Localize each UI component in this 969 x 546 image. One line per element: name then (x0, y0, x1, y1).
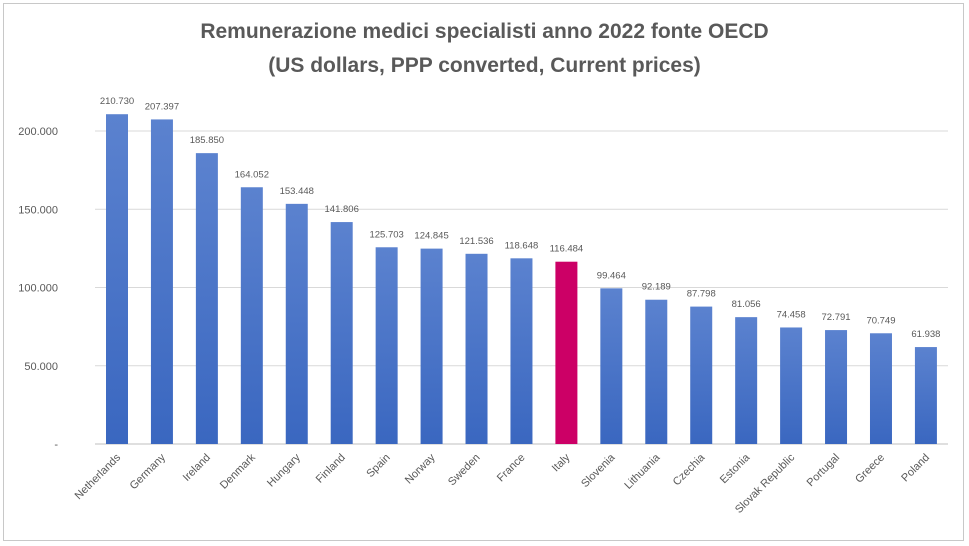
data-label: 87.798 (687, 289, 716, 300)
chart-frame (3, 3, 964, 541)
data-label: 92.189 (642, 282, 671, 293)
data-label: 61.938 (911, 329, 940, 340)
x-tick-label: Poland (899, 452, 932, 485)
data-label: 116.484 (550, 244, 584, 255)
x-tick-label: Slovenia (579, 451, 618, 490)
y-tick-label: 100.000 (18, 283, 58, 295)
data-label: 81.056 (732, 299, 761, 310)
x-tick-label: Estonia (718, 451, 753, 486)
x-tick-label: Hungary (265, 451, 303, 489)
bar-netherlands (106, 114, 128, 444)
bar-sweden (465, 253, 488, 444)
y-tick-label: - (54, 439, 58, 451)
data-label: 118.648 (505, 240, 539, 251)
data-label: 141.806 (325, 204, 359, 215)
bar-norway (420, 248, 443, 444)
bar-italy (555, 261, 578, 444)
bar-finland (330, 222, 353, 444)
y-tick-label: 50.000 (24, 361, 58, 373)
bar-hungary (285, 203, 308, 444)
x-tick-label: Netherlands (73, 451, 124, 502)
data-label: 72.791 (822, 312, 851, 323)
bar-portugal (825, 330, 848, 444)
bar-germany (150, 119, 173, 444)
x-tick-label: Germany (128, 451, 169, 492)
x-tick-label: Ireland (181, 452, 213, 484)
bar-france (510, 258, 533, 444)
data-label: 153.448 (280, 186, 314, 197)
x-tick-label: Italy (550, 451, 573, 474)
bar-slovenia (600, 288, 623, 444)
data-label: 124.845 (414, 231, 448, 242)
bar-lithuania (645, 299, 668, 444)
bar-poland (914, 347, 937, 444)
data-label: 125.703 (369, 229, 403, 240)
x-tick-label: Lithuania (622, 451, 663, 492)
data-label: 207.397 (145, 101, 179, 112)
x-tick-label: Czechia (671, 451, 708, 488)
bar-czechia (690, 306, 713, 444)
bar-estonia (735, 317, 758, 444)
data-label: 74.458 (777, 309, 806, 320)
data-label: 99.464 (597, 270, 626, 281)
bar-spain (375, 247, 398, 444)
data-label: 70.749 (866, 315, 895, 326)
data-label: 210.730 (100, 96, 134, 107)
data-label: 185.850 (190, 135, 224, 146)
x-tick-label: Sweden (446, 452, 483, 489)
y-tick-label: 200.000 (18, 126, 58, 138)
chart-subtitle: (US dollars, PPP converted, Current pric… (268, 54, 701, 77)
x-tick-label: Denmark (218, 451, 258, 491)
data-label: 121.536 (459, 236, 493, 247)
chart-title: Remunerazione medici specialisti anno 20… (200, 20, 769, 43)
bar-ireland (195, 153, 218, 444)
bar-slovak-republic (780, 327, 803, 444)
x-tick-label: Finland (314, 452, 348, 486)
bar-denmark (240, 187, 263, 445)
x-tick-label: Greece (853, 452, 887, 486)
x-tick-label: France (495, 452, 528, 485)
x-tick-label: Spain (364, 452, 392, 480)
x-tick-label: Portugal (805, 452, 842, 489)
data-label: 164.052 (235, 169, 269, 180)
y-tick-label: 150.000 (18, 204, 58, 216)
x-tick-label: Norway (403, 451, 438, 486)
bar-greece (869, 333, 892, 444)
